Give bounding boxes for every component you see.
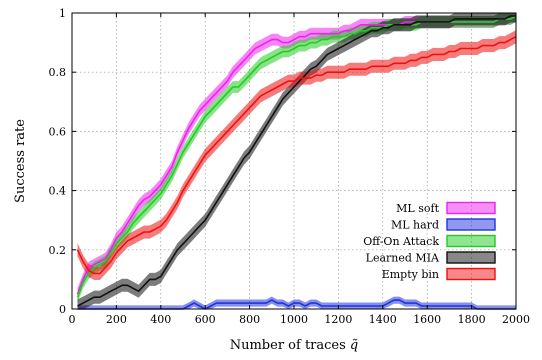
legend-swatch-ml-hard <box>446 218 496 231</box>
x-tick-label: 400 <box>150 313 171 326</box>
x-tick-label: 200 <box>106 313 127 326</box>
y-tick-label: 0.6 <box>49 125 67 138</box>
x-axis-title: Number of traces q̃ <box>230 338 359 353</box>
x-tick-label: 1400 <box>369 313 397 326</box>
axis-ticks: 0 200 400 600 800 1000 1200 1400 1600 1800 2000 0 0.… <box>49 7 531 326</box>
y-tick-label: 0 <box>59 303 66 316</box>
legend-swatch-off-on-attack <box>446 234 496 248</box>
x-tick-label: 0 <box>69 313 76 326</box>
legend: ML soft ML hard Off-On Attack Learned MIA Em… <box>363 201 496 281</box>
y-tick-label: 1 <box>59 7 66 20</box>
y-tick-label: 0.2 <box>49 244 67 257</box>
series-lines <box>76 15 517 310</box>
line-empty-bin <box>76 35 517 275</box>
legend-label-empty-bin: Empty bin <box>382 268 439 281</box>
x-tick-label: 1600 <box>413 313 441 326</box>
y-tick-label: 0.8 <box>49 66 67 79</box>
legend-swatch-learned-mia <box>446 251 496 264</box>
y-axis-title: Success rate <box>13 119 28 203</box>
legend-swatch-empty-bin <box>446 267 496 281</box>
x-axis-title-symbol: q̃ <box>350 338 358 353</box>
x-tick-label: 1800 <box>458 313 486 326</box>
x-tick-label: 800 <box>239 313 260 326</box>
legend-swatch-ml-soft <box>446 201 496 215</box>
x-axis-title-text: Number of traces <box>230 338 346 353</box>
x-tick-label: 600 <box>195 313 216 326</box>
line-learned-mia <box>77 15 516 307</box>
legend-label-learned-mia: Learned MIA <box>366 252 440 265</box>
x-tick-label: 1200 <box>324 313 352 326</box>
legend-label-off-on-attack: Off-On Attack <box>363 235 439 248</box>
legend-label-ml-hard: ML hard <box>391 219 439 232</box>
y-tick-label: 0.4 <box>49 185 67 198</box>
x-tick-label: 2000 <box>502 313 530 326</box>
legend-label-ml-soft: ML soft <box>396 202 439 215</box>
x-tick-label: 1000 <box>280 313 308 326</box>
confidence-bands <box>77 13 516 309</box>
band-learned-mia <box>77 13 516 309</box>
